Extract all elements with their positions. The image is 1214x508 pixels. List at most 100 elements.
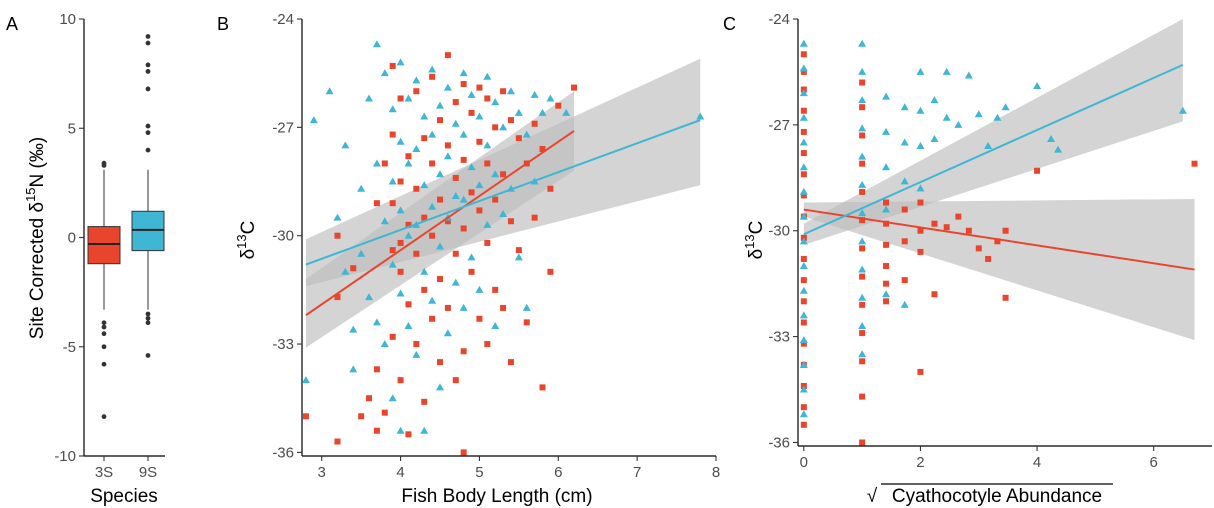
panel-c-point-3S: [800, 298, 807, 305]
panel-c-point-9S: [858, 152, 867, 160]
panel-c-point-3S: [917, 199, 924, 206]
panel-b-point-3S: [444, 304, 451, 311]
panel-b-point-3S: [437, 196, 443, 203]
panel-b-point-9S: [333, 213, 342, 221]
panel-c-point-9S: [799, 286, 808, 294]
panel-c-point-3S: [859, 217, 866, 224]
panel-b-point-9S: [388, 260, 397, 268]
panel-c-point-3S: [917, 248, 924, 255]
panel-c-point-3S: [800, 128, 807, 135]
panel-c-point-3S: [955, 213, 962, 220]
panel-c-point-9S: [799, 262, 808, 270]
panel-c-point-9S: [858, 96, 867, 104]
panel-c-point-3S: [800, 404, 807, 411]
panel-c-point-3S: [917, 227, 924, 234]
panel-c-point-3S: [859, 439, 866, 446]
panel-c-point-9S: [799, 64, 808, 72]
box-3S-outlier: [101, 162, 107, 168]
panel-b-point-9S: [459, 69, 468, 77]
panel-b-point-9S: [451, 278, 460, 286]
panel-b-point-3S: [334, 232, 341, 239]
panel-b: B δ13C Fish Body Length (cm) -36 -33 -30 -2…: [217, 11, 720, 507]
panel-c-fit-line-3S: [803, 208, 1195, 271]
panel-c-point-9S: [1054, 145, 1063, 153]
panel-c-point-9S: [799, 336, 808, 344]
box-3S-outlier: [101, 414, 107, 420]
panel-c-point-9S: [858, 237, 867, 245]
panel-b-plot: [301, 40, 705, 456]
panel-b-point-9S: [467, 253, 476, 261]
panel-b-point-3S: [507, 359, 514, 366]
panel-c-point-3S: [859, 132, 866, 139]
panel-c-point-9S: [858, 350, 867, 358]
panel-c-point-3S: [1191, 160, 1198, 167]
panel-b-point-9S: [428, 296, 437, 304]
box-9S-outlier: [145, 315, 151, 321]
panel-c-point-3S: [975, 245, 982, 252]
panel-b-x-title: Fish Body Length (cm): [401, 486, 592, 507]
panel-c-point-9S: [900, 177, 909, 185]
panel-b-point-3S: [531, 214, 538, 221]
panel-a-boxes: [87, 34, 165, 420]
panel-c-point-9S: [799, 187, 808, 195]
panel-b-point-3S: [389, 62, 396, 69]
panel-c-y-tick-label: -27: [768, 117, 790, 134]
panel-c-point-3S: [931, 291, 938, 298]
panel-c-point-3S: [901, 206, 908, 213]
panel-c-point-9S: [799, 89, 808, 97]
panel-c-point-9S: [858, 124, 867, 132]
box-3S-outlier: [101, 344, 107, 350]
panel-c-point-3S: [800, 319, 807, 326]
panel-c-point-9S: [799, 410, 808, 418]
panel-b-point-9S: [404, 94, 413, 102]
panel-a-letter: A: [6, 14, 18, 34]
panel-b-point-9S: [467, 90, 476, 98]
panel-b-point-3S: [523, 319, 530, 326]
panel-b-point-9S: [467, 163, 476, 171]
panel-b-point-9S: [522, 303, 531, 311]
panel-c-point-3S: [883, 263, 890, 270]
box-9S-outlier: [145, 311, 151, 317]
panel-c-point-9S: [900, 138, 909, 146]
panel-b-point-9S: [530, 90, 539, 98]
panel-b-point-3S: [492, 196, 499, 203]
panel-b-point-9S: [349, 365, 358, 373]
panel-b-point-9S: [562, 108, 571, 116]
panel-b-point-3S: [397, 377, 404, 384]
panel-c-point-9S: [1047, 134, 1056, 142]
panel-b-point-3S: [421, 214, 428, 221]
panel-c-x-tick-label: 0: [800, 454, 808, 471]
panel-c-point-9S: [882, 290, 891, 298]
panel-b-point-3S: [366, 395, 373, 402]
panel-b-x-tick-label: 7: [633, 464, 641, 481]
panel-c-point-3S: [800, 171, 807, 178]
panel-b-x-tick-label: 6: [554, 464, 562, 481]
panel-b-x-tick-label: 5: [475, 464, 483, 481]
panel-c-point-9S: [930, 96, 939, 104]
panel-b-point-3S: [492, 124, 499, 131]
panel-b-point-9S: [538, 108, 547, 116]
panel-b-point-3S: [421, 398, 428, 405]
panel-c-point-3S: [883, 220, 890, 227]
panel-b-point-9S: [380, 340, 389, 348]
panel-b-point-3S: [507, 218, 514, 225]
panel-b-x-tick-label: 4: [396, 464, 404, 481]
panel-b-point-3S: [397, 239, 404, 246]
panel-c-point-3S: [917, 368, 924, 375]
panel-b-point-3S: [421, 135, 428, 142]
panel-c-point-9S: [858, 293, 867, 301]
panel-b-point-3S: [373, 366, 380, 373]
panel-c-point-3S: [859, 301, 866, 308]
panel-c-point-3S: [859, 79, 866, 86]
panel-b-point-3S: [500, 88, 507, 95]
panel-b-point-9S: [459, 195, 468, 203]
panel-b-fit-line-9S: [305, 119, 701, 266]
panel-b-point-3S: [484, 239, 491, 246]
panel-c-y-tick-label: -33: [768, 329, 790, 346]
panel-b-point-9S: [396, 289, 405, 297]
box-9S-outlier: [145, 40, 151, 46]
panel-b-point-3S: [413, 185, 420, 192]
panel-b-point-3S: [413, 88, 420, 95]
panel-b-point-9S: [483, 220, 492, 228]
panel-b-point-3S: [421, 286, 428, 293]
